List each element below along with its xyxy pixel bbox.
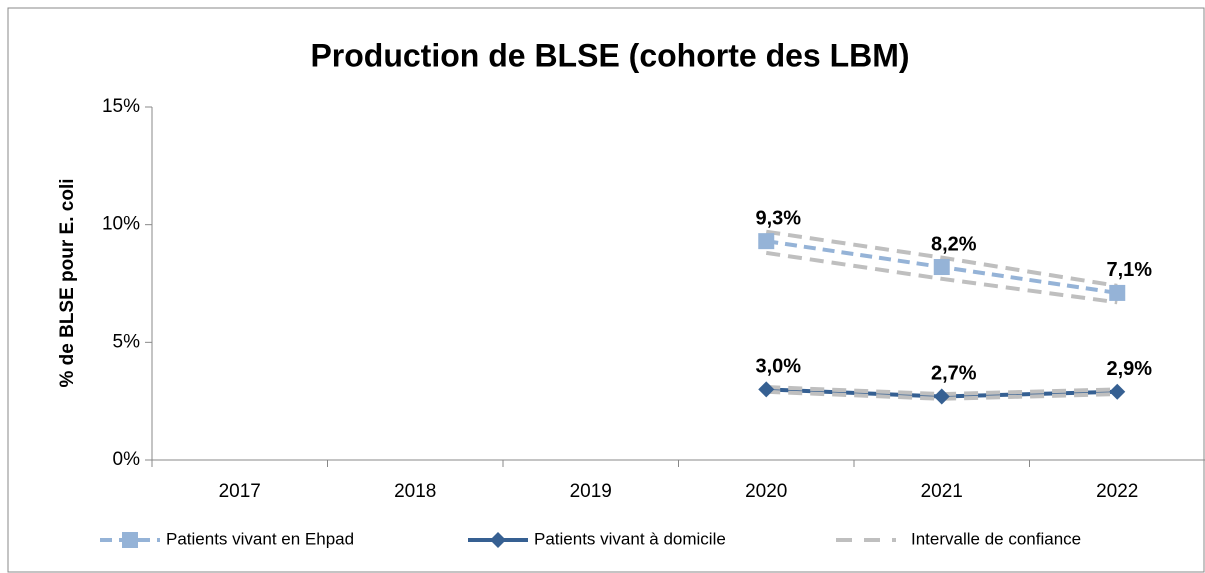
y-tick-label: 15% (102, 96, 140, 117)
x-tick-label: 2018 (394, 481, 436, 502)
data-label: 3,0% (755, 356, 801, 378)
y-tick-label: 0% (113, 449, 141, 470)
data-label: 9,3% (755, 207, 801, 229)
marker (1109, 284, 1126, 301)
x-tick-label: 2017 (219, 481, 261, 502)
marker (122, 532, 138, 548)
marker (933, 388, 950, 405)
chart-title: Production de BLSE (cohorte des LBM) (310, 37, 909, 73)
marker (758, 233, 775, 250)
marker (1109, 383, 1126, 400)
y-tick-label: 10% (102, 214, 140, 235)
x-tick-label: 2020 (745, 481, 787, 502)
confidence-line (766, 385, 1118, 397)
y-tick-label: 5% (113, 331, 141, 352)
marker (758, 381, 775, 398)
y-axis-label: % de BLSE pour E. coli (57, 178, 78, 387)
legend-label: Patients vivant en Ehpad (166, 529, 354, 548)
data-label: 7,1% (1106, 259, 1152, 281)
marker (490, 532, 506, 548)
x-tick-label: 2021 (921, 481, 963, 502)
chart-frame (7, 7, 1205, 573)
confidence-line (765, 229, 1118, 288)
legend-label: Intervalle de confiance (911, 529, 1081, 548)
confidence-line (765, 250, 1118, 305)
data-label: 8,2% (931, 233, 977, 255)
marker (933, 259, 950, 276)
x-tick-label: 2019 (570, 481, 612, 502)
data-label: 2,9% (1106, 358, 1152, 380)
data-label: 2,7% (931, 363, 977, 385)
x-tick-label: 2022 (1096, 481, 1138, 502)
confidence-line (766, 389, 1118, 401)
legend-label: Patients vivant à domicile (534, 529, 726, 548)
